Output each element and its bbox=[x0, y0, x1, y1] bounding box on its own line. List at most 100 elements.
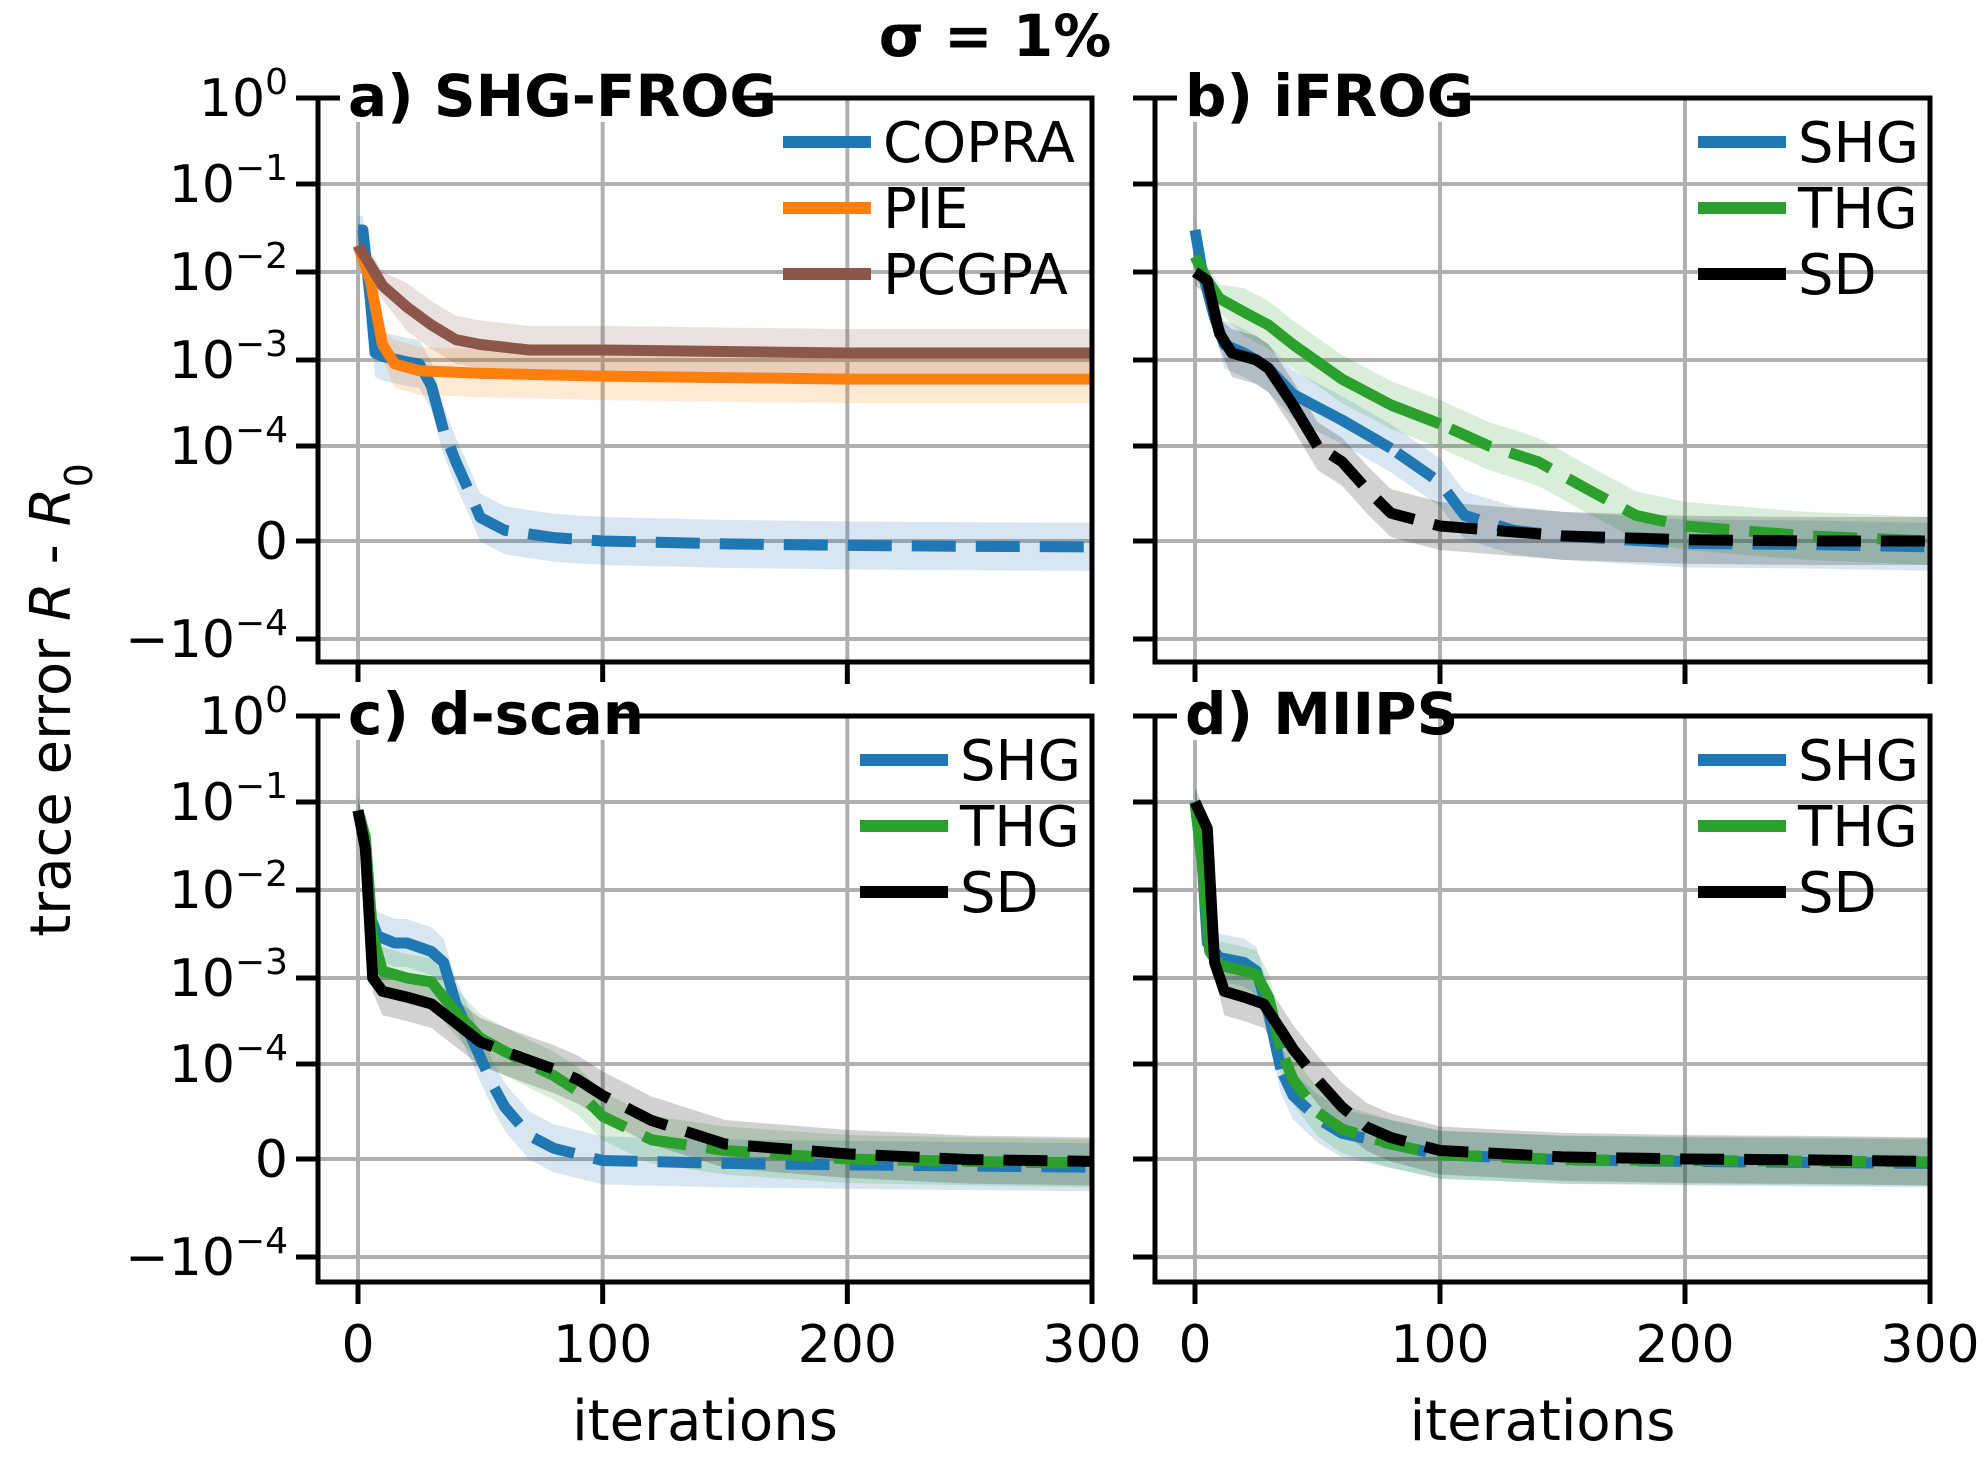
x-tick-label: 100 bbox=[1390, 1315, 1489, 1375]
y-label-prefix: trace error bbox=[19, 621, 84, 937]
band-shg bbox=[358, 796, 1092, 1192]
y-tick-exponent: −3 bbox=[235, 942, 288, 983]
y-tick-base: 10 bbox=[169, 155, 235, 215]
y-tick-exponent: −4 bbox=[235, 1028, 288, 1069]
legend-label-pcgpa: PCGPA bbox=[883, 243, 1068, 308]
legend-label-copra: COPRA bbox=[883, 111, 1075, 176]
y-tick-exponent: −3 bbox=[235, 324, 288, 365]
x-tick-label: 200 bbox=[1635, 1315, 1734, 1375]
x-axis-label: iterations bbox=[572, 1389, 838, 1454]
series-copra-dashed bbox=[426, 384, 1093, 553]
y-tick-base: −10 bbox=[125, 1228, 235, 1288]
legend-label-pie: PIE bbox=[883, 177, 969, 242]
legend-label-sd: SD bbox=[960, 861, 1039, 926]
y-tick-label: 10−1 bbox=[169, 766, 288, 833]
y-tick-label: 10−3 bbox=[169, 324, 288, 391]
y-tick-label: 0 bbox=[255, 1130, 288, 1190]
y-tick-label: 100 bbox=[199, 680, 288, 747]
band-copra bbox=[358, 216, 1092, 571]
legend-label-shg: SHG bbox=[1798, 111, 1919, 176]
band-sd bbox=[1195, 788, 1930, 1186]
x-tick-label: 100 bbox=[553, 1315, 652, 1375]
legend-label-thg: THG bbox=[1797, 795, 1918, 860]
panel-title-bg bbox=[340, 64, 738, 122]
series-sd-solid bbox=[1191, 267, 1323, 449]
panel-title-bg bbox=[1177, 682, 1429, 740]
panel-title: d) MIIPS bbox=[1185, 680, 1458, 748]
y-tick-exponent: −2 bbox=[235, 236, 288, 277]
y-tick-base: 10 bbox=[169, 861, 235, 921]
y-tick-label: 10−3 bbox=[169, 942, 288, 1009]
band-sd bbox=[358, 796, 1092, 1186]
legend-label-thg: THG bbox=[1797, 177, 1918, 242]
series-thg-solid bbox=[1189, 801, 1287, 1051]
y-tick-label: −10−4 bbox=[125, 603, 288, 670]
panel-title-bg bbox=[340, 682, 610, 740]
y-tick-base: 10 bbox=[199, 687, 265, 747]
series-sd-dashed bbox=[452, 1018, 1093, 1167]
legend-label-sd: SD bbox=[1798, 861, 1877, 926]
band-pie bbox=[358, 231, 1092, 404]
x-tick-label: 300 bbox=[1880, 1315, 1979, 1375]
x-tick-label: 200 bbox=[798, 1315, 897, 1375]
series-pcgpa-solid bbox=[353, 242, 1092, 359]
legend-label-thg: THG bbox=[959, 795, 1080, 860]
y-tick-base: 0 bbox=[255, 1130, 288, 1190]
y-tick-base: 10 bbox=[169, 1035, 235, 1095]
band-pcgpa bbox=[358, 231, 1092, 377]
y-label-r0: R bbox=[19, 487, 84, 526]
y-tick-base: 10 bbox=[169, 243, 235, 303]
y-label-minus: - bbox=[19, 526, 84, 582]
figure-title: σ = 1% bbox=[879, 2, 1112, 70]
y-axis-label: trace error R - R0 bbox=[19, 463, 101, 937]
band-thg bbox=[358, 796, 1092, 1188]
x-tick-label: 300 bbox=[1042, 1315, 1141, 1375]
y-tick-label: 10−4 bbox=[169, 410, 288, 477]
axes-frame bbox=[1152, 95, 1933, 665]
y-tick-label: 10−2 bbox=[169, 854, 288, 921]
y-tick-exponent: −1 bbox=[235, 766, 288, 807]
y-tick-exponent: −4 bbox=[235, 410, 288, 451]
y-tick-label: −10−4 bbox=[125, 1221, 288, 1288]
band-thg bbox=[1195, 788, 1930, 1186]
panel-title: c) d-scan bbox=[348, 680, 644, 748]
y-tick-label: 100 bbox=[199, 62, 288, 129]
panel-title: a) SHG-FROG bbox=[348, 62, 777, 130]
y-label-r: R bbox=[19, 582, 84, 621]
y-tick-base: −10 bbox=[125, 610, 235, 670]
y-tick-exponent: 0 bbox=[265, 680, 288, 721]
series-sd-dashed bbox=[1276, 1026, 1931, 1167]
legend-label-shg: SHG bbox=[1798, 729, 1919, 794]
y-tick-label: 0 bbox=[255, 512, 288, 572]
x-tick-label: 0 bbox=[341, 1315, 374, 1375]
y-tick-label: 10−1 bbox=[169, 148, 288, 215]
y-tick-exponent: −4 bbox=[235, 603, 288, 644]
axes-frame bbox=[315, 713, 1095, 1285]
panel-title-bg bbox=[1177, 64, 1447, 122]
series-shg-dashed bbox=[463, 1027, 1093, 1173]
y-tick-base: 10 bbox=[169, 949, 235, 1009]
y-tick-exponent: 0 bbox=[265, 62, 288, 103]
x-tick-label: 0 bbox=[1178, 1315, 1211, 1375]
y-tick-base: 10 bbox=[169, 331, 235, 391]
band-shg bbox=[1195, 788, 1930, 1188]
y-tick-exponent: −4 bbox=[235, 1221, 288, 1262]
band-sd bbox=[1195, 258, 1930, 565]
legend-label-shg: SHG bbox=[960, 729, 1081, 794]
legend-label-sd: SD bbox=[1798, 243, 1877, 308]
y-tick-exponent: −2 bbox=[235, 854, 288, 895]
x-axis-label: iterations bbox=[1410, 1389, 1676, 1454]
y-tick-base: 10 bbox=[169, 417, 235, 477]
axes-frame bbox=[1152, 713, 1933, 1285]
y-tick-exponent: −1 bbox=[235, 148, 288, 189]
y-tick-label: 10−4 bbox=[169, 1028, 288, 1095]
